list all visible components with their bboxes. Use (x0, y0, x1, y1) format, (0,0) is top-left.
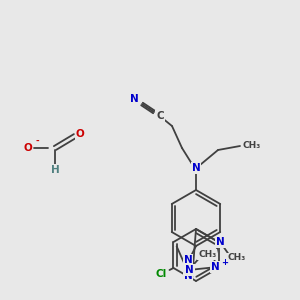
Text: -: - (35, 136, 39, 146)
Text: N: N (192, 163, 200, 173)
Text: CH₃: CH₃ (243, 142, 261, 151)
Text: N: N (216, 237, 225, 247)
Text: O: O (76, 129, 84, 139)
Text: CH₃: CH₃ (227, 254, 246, 262)
Text: N: N (184, 271, 192, 281)
Text: N: N (130, 94, 138, 104)
Text: +: + (222, 258, 229, 267)
Text: N: N (184, 255, 192, 265)
Text: N: N (211, 262, 220, 272)
Text: CH₃: CH₃ (198, 250, 216, 259)
Text: C: C (156, 111, 164, 121)
Text: H: H (51, 165, 59, 175)
Text: O: O (24, 143, 32, 153)
Text: N: N (185, 265, 194, 275)
Text: Cl: Cl (156, 269, 167, 279)
